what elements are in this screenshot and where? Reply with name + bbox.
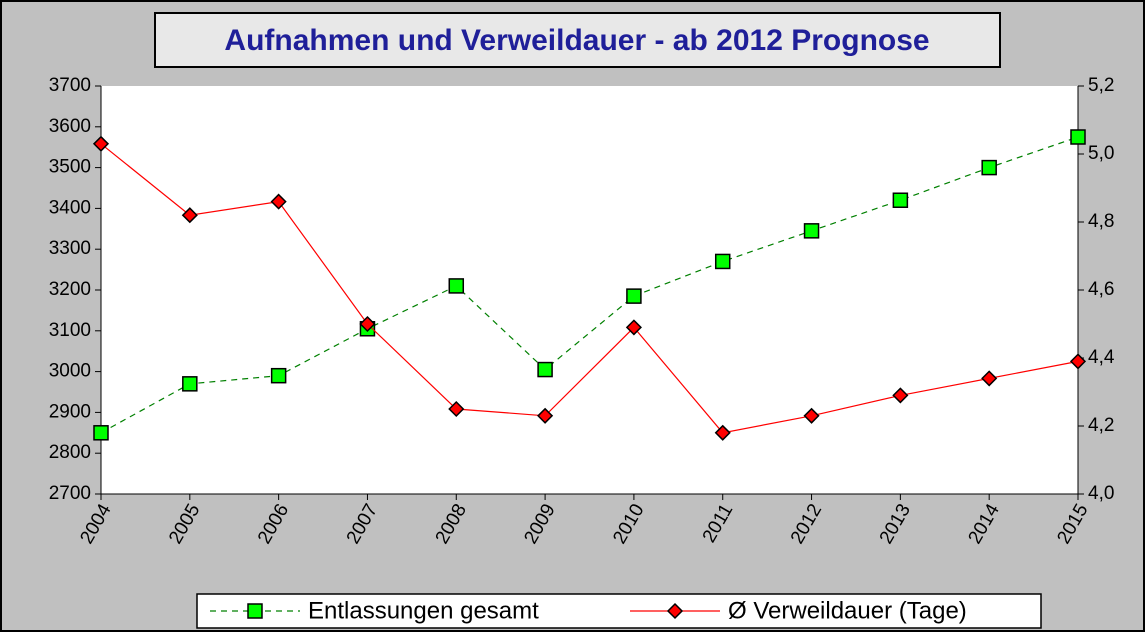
point bbox=[892, 387, 909, 404]
legend-marker bbox=[247, 603, 263, 619]
y2-tick-label: 4,8 bbox=[1088, 211, 1114, 232]
y-tick-label: 3200 bbox=[49, 279, 91, 300]
y2-tick-label: 4,4 bbox=[1088, 347, 1115, 368]
point bbox=[714, 253, 731, 270]
point bbox=[625, 319, 642, 336]
chart-title: Aufnahmen und Verweildauer - ab 2012 Pro… bbox=[224, 24, 929, 57]
y-tick-label: 3400 bbox=[49, 197, 91, 218]
y-tick-label: 3100 bbox=[49, 320, 91, 341]
point bbox=[270, 193, 287, 210]
y-tick-label: 3000 bbox=[49, 361, 91, 382]
title-box bbox=[154, 12, 1001, 68]
point bbox=[359, 315, 376, 333]
legend-marker bbox=[666, 602, 684, 620]
y-tick-label: 3300 bbox=[49, 238, 91, 259]
point bbox=[1070, 129, 1086, 145]
point bbox=[92, 135, 110, 152]
point bbox=[803, 223, 820, 239]
point bbox=[448, 278, 465, 294]
point bbox=[1069, 353, 1087, 370]
y2-tick-label: 4,0 bbox=[1088, 483, 1114, 504]
y-tick-label: 3700 bbox=[49, 75, 91, 96]
legend-label: Entlassungen gesamt bbox=[308, 597, 539, 624]
y2-tick-label: 5,2 bbox=[1088, 75, 1114, 96]
point bbox=[181, 207, 198, 224]
point bbox=[981, 159, 997, 176]
point bbox=[981, 370, 998, 387]
point bbox=[270, 367, 287, 384]
y-tick-label: 3600 bbox=[49, 116, 91, 137]
y2-tick-label: 5,0 bbox=[1088, 143, 1114, 164]
y-tick-label: 2700 bbox=[49, 483, 91, 504]
y-tick-label: 3500 bbox=[49, 157, 91, 178]
y2-tick-label: 4,2 bbox=[1088, 415, 1114, 436]
y2-tick-label: 4,6 bbox=[1088, 279, 1114, 300]
point bbox=[714, 424, 731, 441]
point bbox=[803, 407, 820, 424]
point bbox=[182, 376, 198, 392]
point bbox=[537, 361, 553, 378]
y-tick-label: 2900 bbox=[49, 401, 91, 422]
legend bbox=[196, 593, 1042, 629]
point bbox=[892, 192, 909, 208]
legend-label: Ø Verweildauer (Tage) bbox=[728, 597, 967, 624]
series-line bbox=[100, 143, 1079, 434]
series-line bbox=[100, 136, 1079, 434]
point bbox=[93, 425, 109, 441]
plot-area bbox=[101, 86, 1078, 494]
point bbox=[448, 400, 465, 418]
point bbox=[626, 288, 642, 304]
point bbox=[537, 407, 554, 424]
y-tick-label: 2800 bbox=[49, 442, 91, 463]
